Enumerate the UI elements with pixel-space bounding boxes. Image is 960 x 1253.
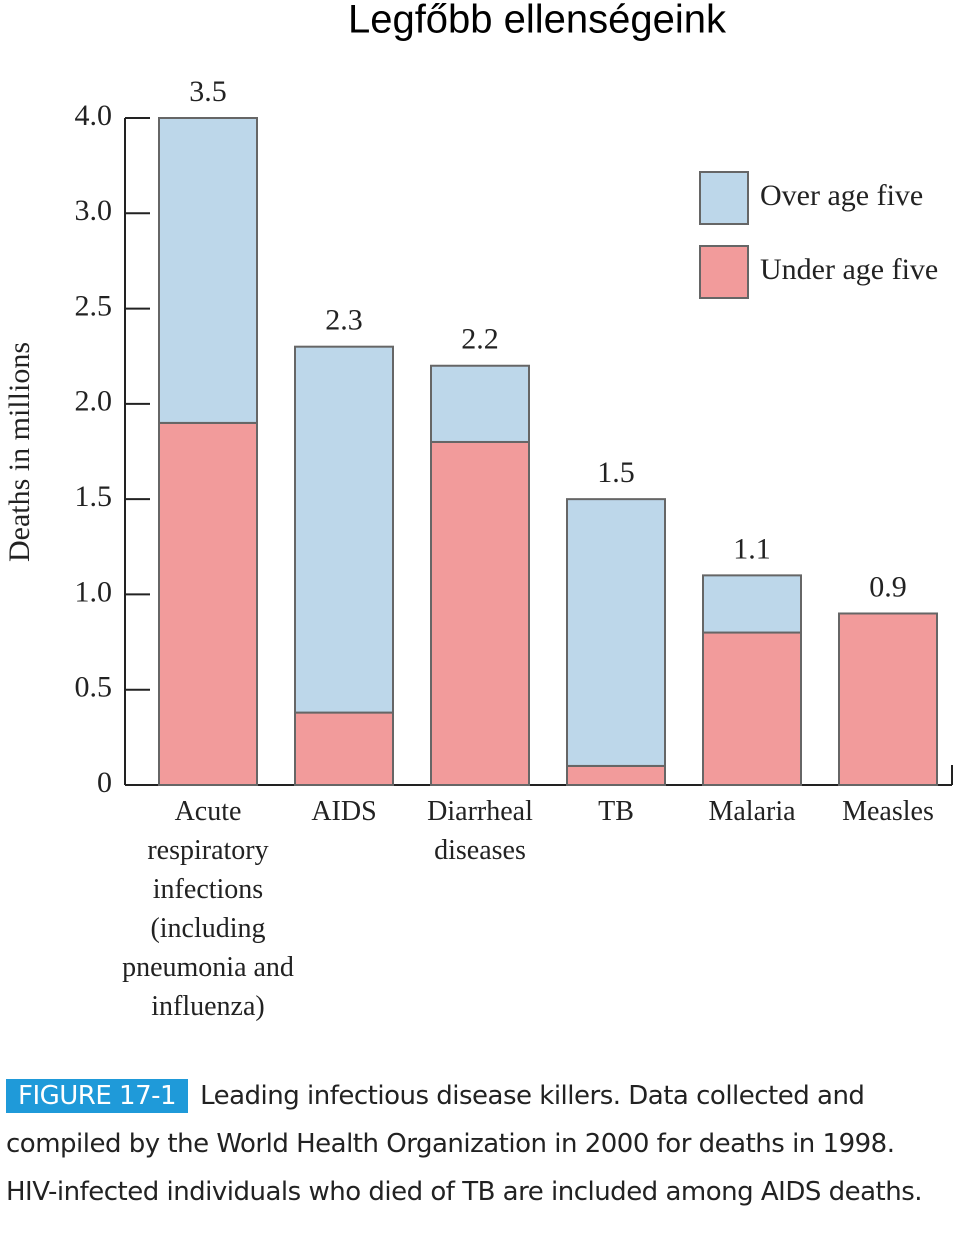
- bar-segment: [838, 612, 938, 786]
- y-tick-label: 1.0: [75, 575, 113, 608]
- bar-segment: [294, 345, 394, 714]
- x-tick-label: Measles: [842, 796, 934, 827]
- figure-caption: FIGURE 17-1 Leading infectious disease ki…: [6, 1072, 950, 1216]
- caption-text: Leading infectious disease killers. Data…: [6, 1081, 923, 1207]
- total-label: 1.1: [733, 532, 771, 565]
- x-tick-label: Acute respiratory infections (including …: [122, 796, 294, 1022]
- bar-segment: [566, 764, 666, 787]
- y-tick-label: 0: [97, 766, 112, 799]
- total-label: 3.5: [189, 75, 227, 108]
- y-tick-label: 0.5: [75, 671, 113, 704]
- bar-segment: [430, 364, 530, 443]
- y-tick-label: 4.0: [75, 99, 113, 132]
- bar-segment: [294, 711, 394, 787]
- bar-segment: [566, 498, 666, 767]
- bar-segment: [702, 631, 802, 786]
- legend-label: Over age five: [760, 179, 923, 212]
- chart: Legfőbb ellenségeink Deaths in millions …: [3, 0, 953, 799]
- y-tick-label: 1.5: [75, 480, 113, 513]
- total-label: 2.2: [461, 323, 499, 356]
- chart-title: Legfőbb ellenségeink: [348, 0, 727, 42]
- figure-label: FIGURE 17-1: [6, 1079, 189, 1113]
- x-tick-label: AIDS: [311, 796, 377, 827]
- bar-segment: [430, 440, 530, 786]
- y-tick-label: 3.0: [75, 194, 113, 227]
- x-tick-label: Diarrheal diseases: [427, 796, 533, 866]
- y-axis-label: Deaths in millions: [3, 342, 36, 562]
- bar-segment: [158, 117, 258, 424]
- x-tick-label: TB: [598, 796, 634, 827]
- x-tick-label: Malaria: [708, 796, 796, 827]
- bar-segment: [702, 574, 802, 634]
- total-label: 1.5: [597, 456, 635, 489]
- total-label: 2.3: [325, 304, 363, 337]
- legend-label: Under age five: [760, 253, 938, 286]
- total-label: 0.9: [869, 570, 907, 603]
- y-tick-label: 2.0: [75, 385, 113, 418]
- y-tick-label: 2.5: [75, 289, 113, 322]
- legend-swatch: [699, 245, 749, 299]
- bar-segment: [158, 421, 258, 786]
- legend-swatch: [699, 171, 749, 225]
